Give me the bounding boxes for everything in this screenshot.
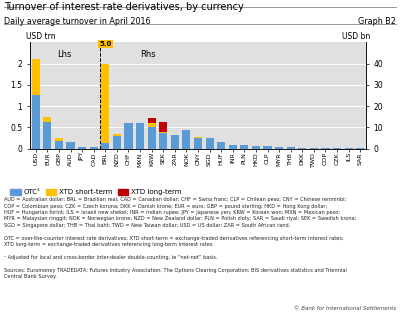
Bar: [194, 138, 202, 149]
Bar: [252, 146, 260, 149]
Bar: [159, 132, 167, 133]
Text: Graph B2: Graph B2: [358, 17, 396, 26]
Bar: [32, 59, 40, 95]
Bar: [55, 141, 63, 149]
Bar: [32, 95, 40, 149]
Bar: [148, 127, 156, 149]
Bar: [240, 146, 248, 149]
Bar: [287, 147, 295, 149]
Text: Lhs: Lhs: [57, 50, 71, 59]
Bar: [43, 122, 52, 149]
Bar: [136, 123, 144, 149]
Bar: [194, 137, 202, 138]
Bar: [298, 147, 306, 149]
Bar: [159, 133, 167, 149]
Bar: [101, 143, 109, 149]
Bar: [321, 148, 330, 149]
Bar: [182, 130, 190, 149]
Bar: [101, 64, 109, 143]
Text: USD bn: USD bn: [342, 32, 370, 41]
Bar: [78, 146, 86, 149]
Bar: [159, 122, 167, 132]
Bar: [344, 148, 353, 149]
Bar: [264, 146, 272, 149]
Bar: [148, 123, 156, 127]
Bar: [66, 142, 75, 149]
Bar: [171, 135, 179, 149]
Legend: OTC¹, XTD short-term, XTD long-term: OTC¹, XTD short-term, XTD long-term: [8, 187, 184, 198]
Text: Turnover of interest rate derivatives, by currency: Turnover of interest rate derivatives, b…: [4, 2, 244, 12]
Bar: [275, 147, 283, 149]
Bar: [229, 145, 237, 149]
Bar: [90, 147, 98, 149]
Bar: [310, 148, 318, 149]
Bar: [206, 138, 214, 149]
Bar: [113, 136, 121, 149]
Bar: [90, 146, 98, 147]
Bar: [113, 134, 121, 136]
Text: 5.0: 5.0: [99, 41, 112, 47]
Bar: [55, 138, 63, 141]
Text: © Bank for International Settlements: © Bank for International Settlements: [294, 306, 396, 311]
Bar: [43, 117, 52, 122]
Text: Daily average turnover in April 2016: Daily average turnover in April 2016: [4, 17, 150, 26]
Text: Rhs: Rhs: [140, 50, 156, 59]
Bar: [333, 148, 341, 149]
Text: USD trn: USD trn: [26, 32, 56, 41]
Bar: [124, 123, 132, 149]
Text: AUD = Australian dollar; BRL = Brazilian real; CAD = Canadian dollar; CHF = Swis: AUD = Australian dollar; BRL = Brazilian…: [4, 197, 356, 279]
Bar: [148, 118, 156, 123]
Bar: [217, 142, 225, 149]
